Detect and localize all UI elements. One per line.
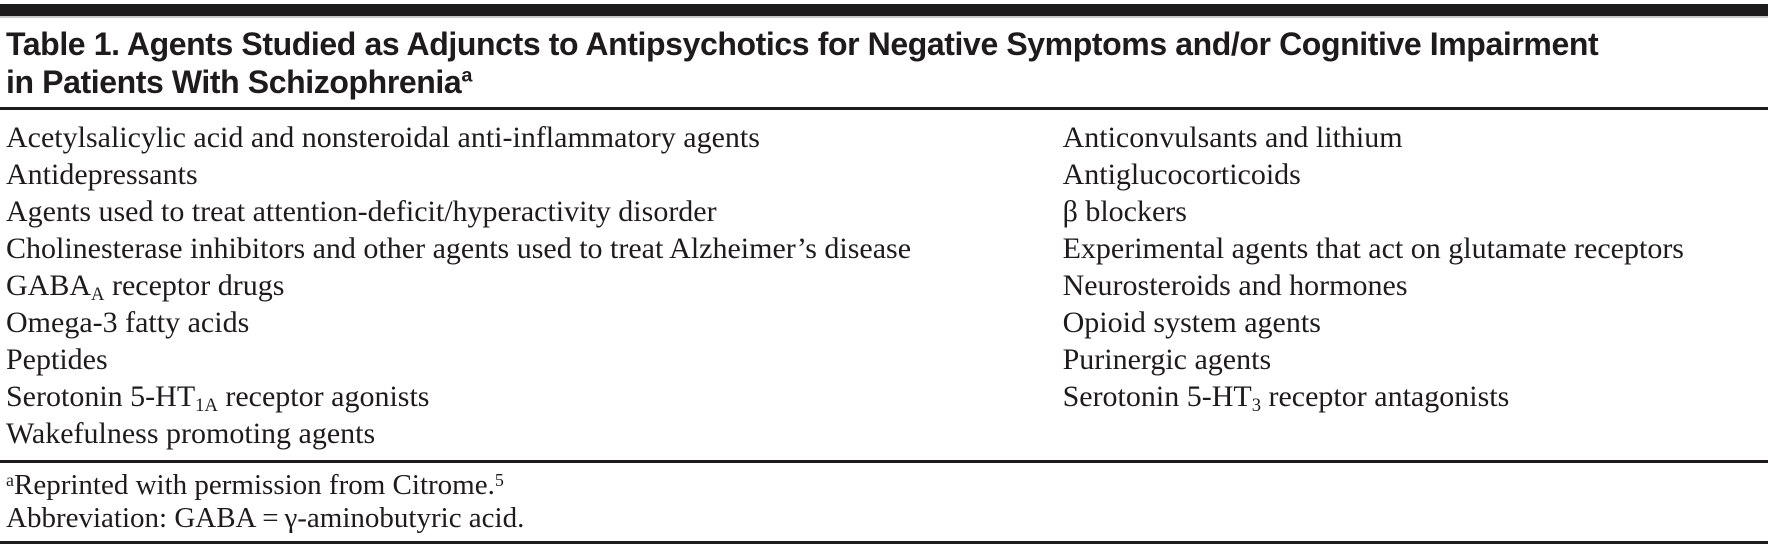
table-footnotes: aReprinted with permission from Citrome.… (0, 463, 1768, 541)
footnote-line: aReprinted with permission from Citrome.… (6, 469, 1762, 502)
sub-segment: 1A (195, 395, 218, 417)
text-segment: Antidepressants (6, 158, 198, 191)
text-segment: Omega-3 fatty acids (6, 306, 250, 339)
text-segment: Reprinted with permission from Citrome. (13, 469, 495, 501)
table-column-right: Anticonvulsants and lithium Antiglucocort… (1063, 119, 1768, 452)
sup-segment: a (6, 469, 14, 490)
table-top-bar (0, 4, 1768, 18)
text-segment: Cholinesterase inhibitors and other agen… (6, 232, 912, 265)
text-segment: Peptides (6, 343, 108, 376)
text-segment: receptor antagonists (1261, 380, 1510, 413)
text-segment: Antiglucocorticoids (1062, 158, 1301, 191)
text-segment: GABA (6, 269, 92, 302)
title-footnote-marker: a (461, 64, 472, 87)
table-row: Opioid system agents (1063, 304, 1768, 341)
text-segment: Opioid system agents (1062, 306, 1321, 339)
sup-segment: 5 (494, 469, 504, 490)
table-title: Table 1. Agents Studied as Adjuncts to A… (0, 18, 1768, 107)
text-segment: Serotonin 5-HT (6, 380, 196, 413)
text-segment: Acetylsalicylic acid and nonsteroidal an… (6, 121, 760, 154)
table-title-line2: in Patients With Schizophrenia (6, 64, 462, 100)
footnote-line: Abbreviation: GABA = γ-aminobutyric acid… (6, 502, 1762, 535)
table-row: Antidepressants (6, 156, 1063, 193)
title-divider-rule (0, 107, 1768, 110)
text-segment: Agents used to treat attention-deficit/h… (6, 195, 717, 228)
text-segment: Anticonvulsants and lithium (1062, 121, 1403, 154)
table-row: Agents used to treat attention-deficit/h… (6, 193, 1063, 230)
sub-segment: A (91, 284, 105, 306)
table-row: Antiglucocorticoids (1063, 156, 1768, 193)
table-row: Peptides (6, 341, 1063, 378)
table-row: Acetylsalicylic acid and nonsteroidal an… (6, 119, 1063, 156)
text-segment: Serotonin 5-HT (1062, 380, 1252, 413)
bottom-rule (0, 541, 1768, 544)
text-segment: β blockers (1062, 195, 1187, 228)
table-row: Serotonin 5-HT1A receptor agonists (6, 378, 1063, 415)
table-column-left: Acetylsalicylic acid and nonsteroidal an… (0, 119, 1063, 452)
table-row: Experimental agents that act on glutamat… (1063, 230, 1768, 267)
text-segment: Wakefulness promoting agents (6, 417, 376, 450)
text-segment: receptor agonists (217, 380, 430, 413)
table-row: Wakefulness promoting agents (6, 415, 1063, 452)
table-row: Neurosteroids and hormones (1063, 267, 1768, 304)
table-title-line1: Table 1. Agents Studied as Adjuncts to A… (6, 26, 1599, 62)
table-row: Omega-3 fatty acids (6, 304, 1063, 341)
text-segment: Neurosteroids and hormones (1062, 269, 1408, 302)
text-segment: receptor drugs (104, 269, 285, 302)
text-segment: Abbreviation: GABA = γ-aminobutyric acid… (6, 502, 525, 534)
table-row: Purinergic agents (1063, 341, 1768, 378)
table-body: Acetylsalicylic acid and nonsteroidal an… (0, 110, 1768, 460)
text-segment: Experimental agents that act on glutamat… (1062, 232, 1684, 265)
footnote-divider-rule (0, 460, 1768, 463)
table-row: GABAA receptor drugs (6, 267, 1063, 304)
text-segment: Purinergic agents (1062, 343, 1272, 376)
table-row: Anticonvulsants and lithium (1063, 119, 1768, 156)
sub-segment: 3 (1251, 395, 1261, 417)
table-row: Cholinesterase inhibitors and other agen… (6, 230, 1063, 267)
table-row: β blockers (1063, 193, 1768, 230)
table-row: Serotonin 5-HT3 receptor antagonists (1063, 378, 1768, 415)
